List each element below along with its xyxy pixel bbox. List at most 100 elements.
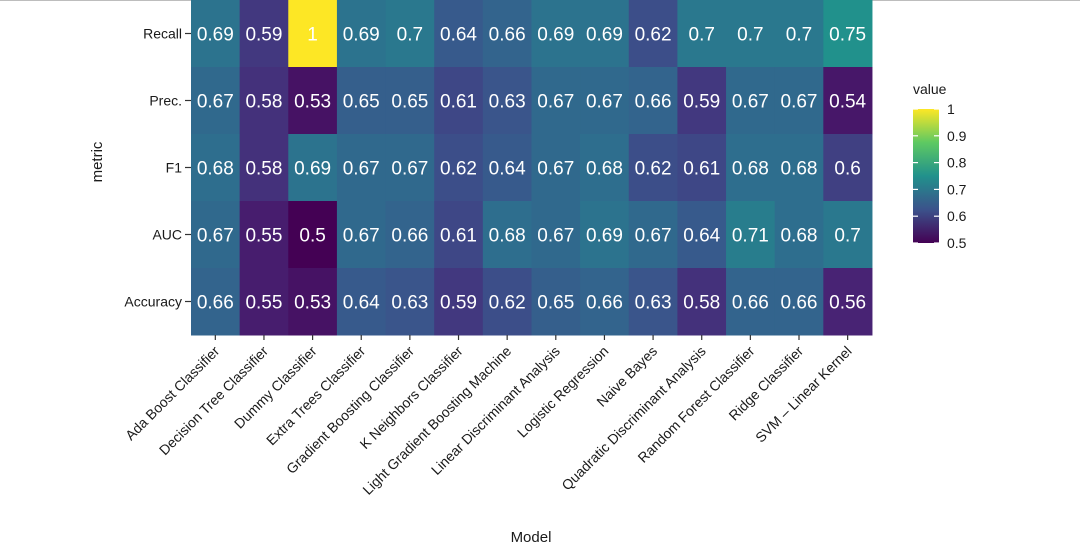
heatmap-cell-auc-light-gradient-boosting-machine [482, 201, 532, 269]
cell-value-label: 0.7 [786, 25, 812, 46]
heatmap-cell-accuracy-logistic-regression [580, 268, 630, 336]
cell-value-label: 0.65 [391, 92, 428, 113]
cell-value-label: 0.67 [586, 92, 623, 113]
heatmap-cell-auc-gradient-boosting-classifier [385, 201, 435, 269]
y-tick-label: Prec. [149, 93, 182, 109]
cell-value-label: 0.68 [197, 159, 234, 180]
cell-value-label: 0.53 [294, 92, 331, 113]
heatmap-cell-prec-logistic-regression [580, 67, 630, 135]
legend-tick-label: 0.8 [947, 155, 967, 171]
heatmap-cell-accuracy-dummy-classifier [288, 268, 338, 336]
cell-value-label: 0.66 [781, 293, 818, 314]
cell-value-label: 0.63 [391, 293, 428, 314]
cell-value-label: 0.56 [829, 293, 866, 314]
heatmap-cell-f1-naive-bayes [628, 134, 678, 202]
cell-value-label: 0.67 [537, 226, 574, 247]
heatmap-cell-accuracy-k-neighbors-classifier [434, 268, 484, 336]
cell-value-label: 0.65 [343, 92, 380, 113]
cell-value-label: 0.64 [343, 293, 380, 314]
heatmap-cell-accuracy-light-gradient-boosting-machine [482, 268, 532, 336]
heatmap-cell-f1-decision-tree-classifier [239, 134, 289, 202]
heatmap-cell-prec-ada-boost-classifier [191, 67, 241, 135]
heatmap-cell-f1-logistic-regression [580, 134, 630, 202]
cell-value-label: 0.54 [829, 92, 866, 113]
heatmap-cell-recall-naive-bayes [628, 0, 678, 68]
cell-value-label: 0.69 [537, 25, 574, 46]
heatmap-cell-prec-decision-tree-classifier [239, 67, 289, 135]
cell-value-label: 0.66 [586, 293, 623, 314]
legend-tick-label: 0.6 [947, 208, 967, 224]
cell-value-label: 0.66 [489, 25, 526, 46]
heatmap-cell-accuracy-linear-discriminant-analysis [531, 268, 581, 336]
cell-value-label: 0.69 [586, 25, 623, 46]
legend-tick-label: 0.7 [947, 181, 967, 197]
heatmap-cell-auc-extra-trees-classifier [336, 201, 387, 269]
heatmap-cell-f1-ada-boost-classifier [191, 134, 241, 202]
heatmap-cell-recall-svm-linear-kernel [823, 0, 873, 68]
heatmap-cell-accuracy-ridge-classifier [774, 268, 824, 336]
heatmap-cell-recall-gradient-boosting-classifier [385, 0, 435, 68]
heatmap-cell-f1-dummy-classifier [288, 134, 338, 202]
cell-value-label: 0.68 [781, 159, 818, 180]
heatmap-cell-auc-k-neighbors-classifier [434, 201, 484, 269]
cell-value-label: 0.68 [489, 226, 526, 247]
heatmap-cell-recall-ada-boost-classifier [191, 0, 241, 68]
legend-ticks: 1 0.9 0.8 0.7 0.6 0.5 [913, 101, 967, 251]
heatmap-cell-auc-quadratic-discriminant-analysis [677, 201, 727, 269]
cell-value-label: 0.71 [732, 226, 769, 247]
cell-value-label: 0.6 [834, 159, 860, 180]
cell-value-label: 0.68 [781, 226, 818, 247]
heatmap-cell-prec-random-forest-classifier [726, 67, 776, 135]
heatmap-cell-f1-random-forest-classifier [726, 134, 776, 202]
x-tick-label: SVM – Linear Kernel [752, 343, 855, 446]
heatmap-cell-auc-ridge-classifier [774, 201, 824, 269]
y-tick-label: AUC [152, 227, 182, 243]
cell-value-label: 0.5 [299, 226, 325, 247]
heatmap-cell-recall-extra-trees-classifier [336, 0, 387, 68]
cell-value-label: 0.7 [397, 25, 423, 46]
cell-value-label: 0.66 [391, 226, 428, 247]
legend-tick-label: 0.9 [947, 128, 967, 144]
cell-value-label: 0.67 [343, 226, 380, 247]
heatmap-cell-recall-decision-tree-classifier [239, 0, 289, 68]
heatmap-cell-auc-svm-linear-kernel [823, 201, 873, 269]
heatmap-cell-f1-quadratic-discriminant-analysis [677, 134, 727, 202]
heatmap-cell-auc-random-forest-classifier [726, 201, 776, 269]
heatmap-cell-accuracy-decision-tree-classifier [239, 268, 289, 336]
cell-value-label: 0.64 [683, 226, 720, 247]
heatmap-cells [191, 0, 873, 336]
heatmap-cell-auc-dummy-classifier [288, 201, 338, 269]
cell-value-label: 0.58 [245, 92, 282, 113]
cell-value-label: 0.66 [732, 293, 769, 314]
cell-value-label: 0.53 [294, 293, 331, 314]
y-tick-label: Accuracy [124, 294, 182, 310]
heatmap-cell-f1-light-gradient-boosting-machine [482, 134, 532, 202]
cell-value-label: 0.62 [440, 159, 477, 180]
x-tick-label: Logistic Regression [514, 343, 612, 441]
cell-value-label: 0.55 [245, 293, 282, 314]
heatmap-cell-recall-k-neighbors-classifier [434, 0, 484, 68]
cell-value-label: 0.59 [245, 25, 282, 46]
heatmap-cell-recall-random-forest-classifier [726, 0, 776, 68]
cell-value-label: 0.67 [197, 226, 234, 247]
heatmap-cell-prec-light-gradient-boosting-machine [482, 67, 532, 135]
legend-tick-label: 1 [947, 101, 955, 117]
heatmap-cell-prec-k-neighbors-classifier [434, 67, 484, 135]
heatmap-cell-f1-extra-trees-classifier [336, 134, 387, 202]
heatmap-cell-prec-gradient-boosting-classifier [385, 67, 435, 135]
cell-value-label: 0.69 [197, 25, 234, 46]
x-tick-label: Ada Boost Classifier [122, 343, 223, 444]
heatmap-cell-f1-svm-linear-kernel [823, 134, 873, 202]
cell-value-label: 0.67 [343, 159, 380, 180]
cell-value-label: 0.69 [294, 159, 331, 180]
heatmap-cell-auc-ada-boost-classifier [191, 201, 241, 269]
cell-value-label: 0.59 [440, 293, 477, 314]
legend-title: value [913, 81, 947, 97]
cell-value-label: 0.61 [440, 226, 477, 247]
cell-value-label: 0.69 [343, 25, 380, 46]
cell-value-label: 0.61 [440, 92, 477, 113]
y-tick-label: F1 [166, 160, 183, 176]
cell-value-label: 0.68 [586, 159, 623, 180]
